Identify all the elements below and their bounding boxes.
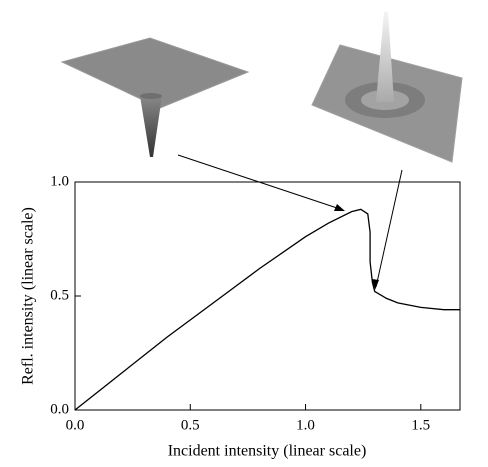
inset-dip (60, 37, 250, 157)
plot-frame (74, 181, 461, 411)
x-tick-label: 1.5 (411, 417, 430, 433)
y-tick-label: 0.0 (50, 401, 69, 417)
x-tick-label: 0.0 (66, 417, 85, 433)
y-axis-title: Refl. intensity (linear scale) (20, 207, 37, 385)
x-tick-label: 1.0 (296, 417, 315, 433)
inset-spike (311, 12, 463, 163)
y-tick-label: 1.0 (50, 173, 69, 189)
arrowhead (334, 204, 345, 211)
arrowhead (372, 279, 379, 290)
data-line (74, 208, 460, 411)
x-axis-title: Incident intensity (linear scale) (168, 443, 367, 460)
y-tick-label: 0.5 (50, 287, 69, 303)
arrow (375, 169, 403, 288)
x-tick-label: 0.5 (181, 417, 200, 433)
